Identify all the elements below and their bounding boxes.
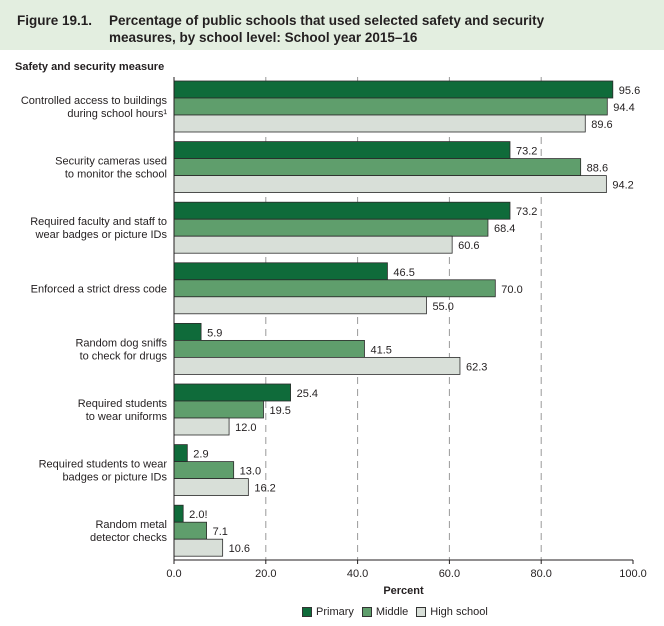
- figure-title: Figure 19.1. Percentage of public schools…: [17, 12, 617, 46]
- bar-primary: [173, 444, 188, 463]
- category-label: wear badges or picture IDs: [35, 229, 168, 241]
- legend-label-middle: Middle: [375, 606, 409, 618]
- data-label: 95.6: [619, 85, 640, 97]
- data-label: 10.6: [229, 543, 250, 555]
- x-axis-title: Percent: [383, 585, 424, 597]
- data-label: 12.0: [235, 422, 256, 434]
- data-label: 13.0: [240, 466, 261, 478]
- data-label: 2.0!: [189, 509, 207, 521]
- x-tick-label: 40.0: [347, 568, 368, 580]
- bar-high-school: [173, 356, 461, 375]
- bar-high-school: [173, 235, 453, 254]
- bar-high-school: [173, 114, 586, 133]
- bar-middle: [173, 279, 496, 298]
- category-label: Required students: [78, 398, 168, 410]
- legend-swatch-primary: [302, 607, 312, 617]
- bar-primary: [173, 80, 614, 99]
- bar-middle: [173, 521, 207, 540]
- category-label: detector checks: [90, 532, 168, 544]
- data-label: 73.2: [516, 206, 537, 218]
- title-band: [0, 0, 664, 50]
- legend-item-middle: Middle: [361, 606, 409, 618]
- bar-primary: [173, 504, 184, 523]
- data-label: 94.2: [612, 180, 633, 192]
- data-label: 70.0: [501, 284, 522, 296]
- legend-item-high-school: High school: [416, 606, 488, 618]
- bar-middle: [173, 97, 608, 116]
- data-label: 16.2: [254, 483, 275, 495]
- category-label: Security cameras used: [55, 156, 167, 168]
- category-label: Enforced a strict dress code: [31, 283, 167, 295]
- legend-label-high-school: High school: [430, 606, 488, 618]
- data-label: 60.6: [458, 240, 479, 252]
- data-label: 25.4: [297, 388, 318, 400]
- category-label: Required faculty and staff to: [30, 216, 167, 228]
- legend-item-primary: Primary: [302, 606, 354, 618]
- category-label: to check for drugs: [80, 350, 168, 362]
- bar-high-school: [173, 417, 230, 436]
- x-tick-label: 0.0: [166, 568, 181, 580]
- x-tick-label: 100.0: [619, 568, 647, 580]
- bar-primary: [173, 201, 511, 220]
- bar-primary: [173, 262, 388, 281]
- legend-swatch-middle: [361, 607, 372, 617]
- bar-primary: [173, 383, 291, 402]
- bar-middle: [173, 400, 264, 419]
- bar-middle: [173, 218, 489, 237]
- data-label: 89.6: [591, 119, 612, 131]
- bar-high-school: [173, 296, 427, 315]
- data-label: 55.0: [432, 301, 453, 313]
- data-label: 68.4: [494, 223, 515, 235]
- legend: Primary Middle High school: [302, 606, 496, 618]
- bar-middle: [173, 339, 365, 358]
- bar-middle: [173, 158, 582, 177]
- figure-title-text: Percentage of public schools that used s…: [109, 13, 545, 45]
- category-label: Controlled access to buildings: [21, 95, 168, 107]
- data-label: 62.3: [466, 361, 487, 373]
- data-label: 41.5: [370, 344, 391, 356]
- category-label: Random metal: [95, 519, 167, 531]
- category-label: to wear uniforms: [86, 411, 168, 423]
- category-label: badges or picture IDs: [62, 472, 167, 484]
- bar-high-school: [173, 478, 249, 497]
- legend-swatch-high-school: [416, 607, 427, 617]
- category-label: during school hours¹: [67, 108, 167, 120]
- bar-high-school: [173, 175, 607, 194]
- figure-number: Figure 19.1.: [17, 13, 93, 28]
- bar-middle: [173, 461, 235, 480]
- data-label: 94.4: [613, 102, 634, 114]
- category-axis-header: Safety and security measure: [15, 61, 165, 73]
- legend-label-primary: Primary: [316, 606, 354, 618]
- category-label: to monitor the school: [65, 169, 167, 181]
- data-label: 2.9: [193, 449, 208, 461]
- data-label: 19.5: [270, 405, 291, 417]
- category-label: Required students to wear: [39, 459, 168, 471]
- x-tick-label: 60.0: [439, 568, 460, 580]
- bar-primary: [173, 322, 202, 341]
- category-label: Random dog sniffs: [75, 337, 167, 349]
- data-label: 5.9: [207, 327, 222, 339]
- data-label: 88.6: [587, 163, 608, 175]
- bar-primary: [173, 141, 511, 160]
- x-tick-label: 80.0: [530, 568, 551, 580]
- bar-high-school: [173, 538, 224, 557]
- data-label: 73.2: [516, 146, 537, 158]
- data-label: 7.1: [213, 526, 228, 538]
- x-tick-label: 20.0: [255, 568, 276, 580]
- data-label: 46.5: [393, 267, 414, 279]
